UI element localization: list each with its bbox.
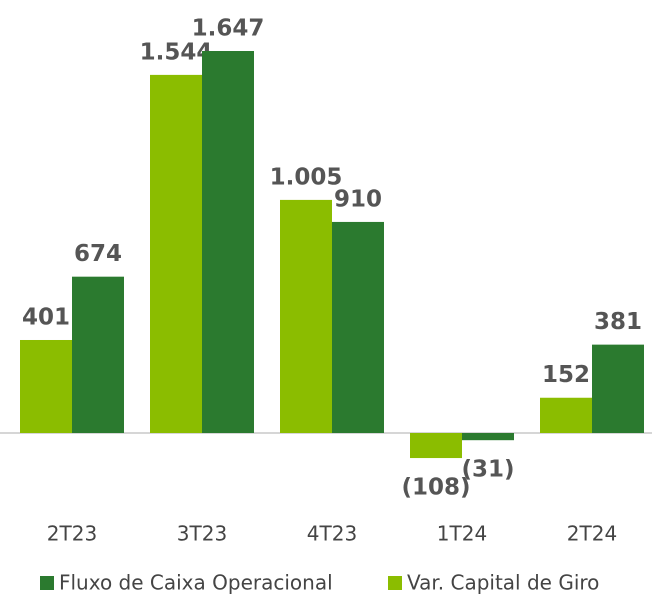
- x-tick-label: 2T23: [47, 522, 97, 546]
- bar: [72, 276, 124, 433]
- legend-label: Fluxo de Caixa Operacional: [59, 571, 333, 595]
- bar: [540, 397, 592, 433]
- legend-label: Var. Capital de Giro: [407, 571, 599, 595]
- x-tick-label: 1T24: [437, 522, 487, 546]
- x-tick-label: 3T23: [177, 522, 227, 546]
- bar: [150, 74, 202, 433]
- value-label: 1.544: [140, 39, 213, 65]
- bar: [20, 339, 72, 433]
- bar: [462, 433, 514, 441]
- legend-swatch: [40, 576, 54, 590]
- bar: [410, 433, 462, 459]
- bar: [592, 344, 644, 433]
- x-tick-label: 4T23: [307, 522, 357, 546]
- bar: [332, 221, 384, 433]
- bar: [280, 199, 332, 433]
- value-label: 401: [22, 304, 70, 330]
- x-tick-label: 2T24: [567, 522, 617, 546]
- value-label: (108): [401, 475, 470, 501]
- value-label: (31): [461, 457, 514, 483]
- bar: [202, 51, 254, 433]
- value-label: 1.005: [270, 164, 343, 190]
- value-label: 910: [334, 186, 382, 212]
- value-label: 152: [542, 362, 590, 388]
- value-label: 1.647: [192, 16, 265, 42]
- value-label: 674: [74, 241, 122, 267]
- value-label: 381: [594, 309, 642, 335]
- legend-swatch: [388, 576, 402, 590]
